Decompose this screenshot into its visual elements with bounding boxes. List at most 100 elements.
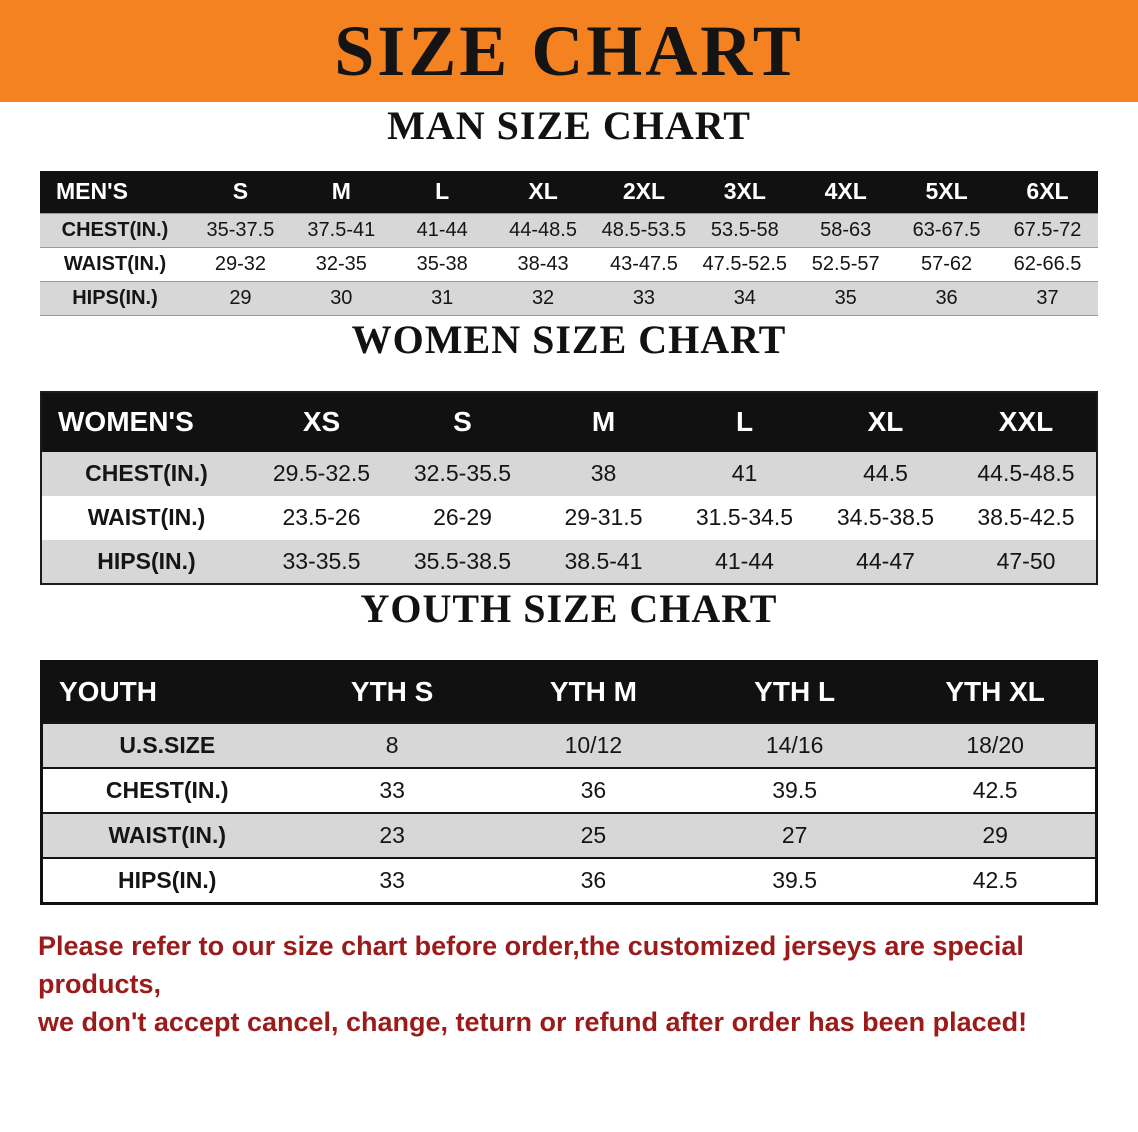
- table-header-row: YOUTH YTH S YTH M YTH L YTH XL: [41, 661, 1097, 723]
- row-label-cell: HIPS(IN.): [72, 286, 158, 309]
- women-size-table: WOMEN'S XS S M L XL XXL CHEST(IN.) 29.5-32.5 32.5…: [40, 390, 1098, 585]
- table-row: CHEST(IN.) 35-37.5 37.5-41 41-44 44-48.5 48.5…: [40, 213, 1098, 247]
- size-column-header: 4XL: [795, 171, 897, 213]
- size-value-cell: 30: [330, 286, 353, 309]
- size-column-header: YTH S: [291, 661, 493, 723]
- men-size-table: MEN'S S M L XL 2XL 3XL 4XL 5XL 6XL CHEST(IN.) 35-37…: [40, 171, 1098, 316]
- size-value-cell: 44.5-48.5: [977, 460, 1075, 486]
- size-column-header: XL: [815, 391, 956, 452]
- size-value-cell: 23.5-26: [282, 504, 361, 530]
- size-column-header: M: [290, 171, 392, 213]
- size-column-header: L: [391, 171, 493, 213]
- section-women: WOMEN SIZE CHART WOMEN'S XS S M L XL XXL CHEST(…: [0, 316, 1138, 585]
- size-column-header: 5XL: [896, 171, 997, 213]
- size-value-cell: 38-43: [517, 252, 569, 275]
- size-value-cell: 33: [632, 286, 656, 309]
- size-value-cell: 32-35: [315, 252, 367, 275]
- table-row: HIPS(IN.) 33 36 39.5 42.5: [41, 858, 1097, 903]
- size-value-cell: 58-63: [820, 218, 872, 241]
- table-title-cell: MEN'S: [40, 171, 190, 213]
- table-row: CHEST(IN.) 29.5-32.5 32.5-35.5 38 41 44.5 44.5…: [41, 451, 1097, 496]
- size-column-header: 2XL: [593, 171, 695, 213]
- size-value-cell: 33-35.5: [282, 547, 361, 574]
- men-section-heading: MAN SIZE CHART: [387, 103, 751, 148]
- size-value-cell: 47.5-52.5: [702, 252, 788, 275]
- disclaimer: Please refer to our size chart before or…: [38, 927, 1100, 1041]
- row-label-cell: U.S.SIZE: [119, 732, 216, 758]
- size-value-cell: 41-44: [715, 547, 774, 574]
- row-label-cell: HIPS(IN.): [118, 866, 217, 893]
- size-value-cell: 27: [781, 822, 808, 848]
- size-value-cell: 35.5-38.5: [413, 547, 512, 574]
- size-value-cell: 37: [1036, 286, 1059, 309]
- table-title-cell: YOUTH: [41, 661, 292, 723]
- row-label-cell: CHEST(IN.): [105, 777, 229, 803]
- size-value-cell: 26-29: [433, 504, 492, 530]
- size-value-cell: 38.5-42.5: [977, 504, 1075, 530]
- section-men: MAN SIZE CHART MEN'S S M L XL 2XL 3XL 4XL 5XL 6XL…: [0, 102, 1138, 316]
- size-value-cell: 44-48.5: [509, 218, 577, 241]
- table-row: WAIST(IN.) 23 25 27 29: [41, 813, 1097, 858]
- size-value-cell: 33: [379, 866, 405, 893]
- size-value-cell: 8: [385, 732, 399, 758]
- size-value-cell: 33: [379, 777, 405, 803]
- size-value-cell: 29-32: [214, 252, 267, 275]
- table-row: WAIST(IN.) 29-32 32-35 35-38 38-43 43-47.5 47.…: [40, 247, 1098, 281]
- table-row: CHEST(IN.) 33 36 39.5 42.5: [41, 768, 1097, 813]
- size-column-header: L: [674, 391, 815, 452]
- disclaimer-line-1: Please refer to our size chart before or…: [38, 930, 1024, 999]
- size-value-cell: 25: [580, 822, 607, 848]
- row-label-cell: WAIST(IN.): [63, 252, 167, 275]
- size-value-cell: 39.5: [772, 866, 817, 893]
- size-column-header: XXL: [956, 391, 1097, 452]
- size-value-cell: 43-47.5: [610, 252, 678, 275]
- row-label-cell: WAIST(IN.): [87, 504, 206, 530]
- size-column-header: YTH XL: [895, 661, 1097, 723]
- size-column-header: YTH L: [694, 661, 896, 723]
- size-value-cell: 44.5: [863, 460, 908, 486]
- table-row: HIPS(IN.) 29 30 31 32 33 34 35 36 37: [40, 281, 1098, 315]
- size-value-cell: 47-50: [996, 547, 1056, 574]
- row-label-cell: CHEST(IN.): [61, 218, 169, 241]
- size-chart-page: SIZE CHART MAN SIZE CHART MEN'S S M L XL 2XL 3…: [0, 0, 1138, 1041]
- size-value-cell: 41: [731, 460, 758, 486]
- size-value-cell: 44-47: [856, 547, 915, 574]
- size-value-cell: 35: [834, 286, 857, 309]
- size-value-cell: 37.5-41: [307, 218, 376, 241]
- size-value-cell: 38.5-41: [564, 547, 643, 574]
- size-value-cell: 31.5-34.5: [695, 504, 794, 530]
- size-value-cell: 48.5-53.5: [601, 218, 687, 241]
- size-value-cell: 62-66.5: [1013, 252, 1082, 275]
- size-value-cell: 39.5: [772, 777, 817, 803]
- table-title-cell: WOMEN'S: [41, 391, 251, 452]
- size-value-cell: 14/16: [765, 732, 824, 758]
- row-label-cell: WAIST(IN.): [108, 822, 227, 848]
- table-row: U.S.SIZE 8 10/12 14/16 18/20: [41, 723, 1097, 768]
- youth-section-heading: YOUTH SIZE CHART: [360, 585, 778, 631]
- banner: SIZE CHART: [0, 0, 1138, 102]
- size-value-cell: 23: [379, 822, 405, 848]
- section-youth: YOUTH SIZE CHART YOUTH YTH S YTH M YTH L YTH…: [0, 585, 1138, 905]
- disclaimer-line-2: we don't accept cancel, change, teturn o…: [38, 1006, 1028, 1037]
- youth-size-table: YOUTH YTH S YTH M YTH L YTH XL U.S.SIZE 8 10/12…: [40, 659, 1098, 905]
- size-column-header: XL: [492, 171, 594, 213]
- size-value-cell: 29: [229, 286, 252, 309]
- table-row: HIPS(IN.) 33-35.5 35.5-38.5 38.5-41 41-44 44-…: [41, 539, 1097, 584]
- size-value-cell: 42.5: [972, 777, 1018, 803]
- size-value-cell: 10/12: [564, 732, 623, 758]
- women-section-heading: WOMEN SIZE CHART: [351, 316, 787, 362]
- size-value-cell: 53.5-58: [710, 218, 779, 241]
- page-title: SIZE CHART: [334, 10, 804, 91]
- size-value-cell: 34.5-38.5: [836, 504, 935, 530]
- size-column-header: 6XL: [997, 171, 1098, 213]
- table-row: WAIST(IN.) 23.5-26 26-29 29-31.5 31.5-34.5 34…: [41, 495, 1097, 540]
- size-value-cell: 36: [580, 777, 607, 803]
- size-value-cell: 35-38: [416, 252, 468, 275]
- size-value-cell: 32: [531, 286, 555, 309]
- size-value-cell: 36: [580, 866, 607, 893]
- size-value-cell: 35-37.5: [206, 218, 275, 241]
- size-value-cell: 42.5: [972, 866, 1018, 893]
- size-value-cell: 31: [431, 286, 454, 309]
- row-label-cell: CHEST(IN.): [85, 460, 208, 486]
- size-value-cell: 32.5-35.5: [413, 460, 512, 486]
